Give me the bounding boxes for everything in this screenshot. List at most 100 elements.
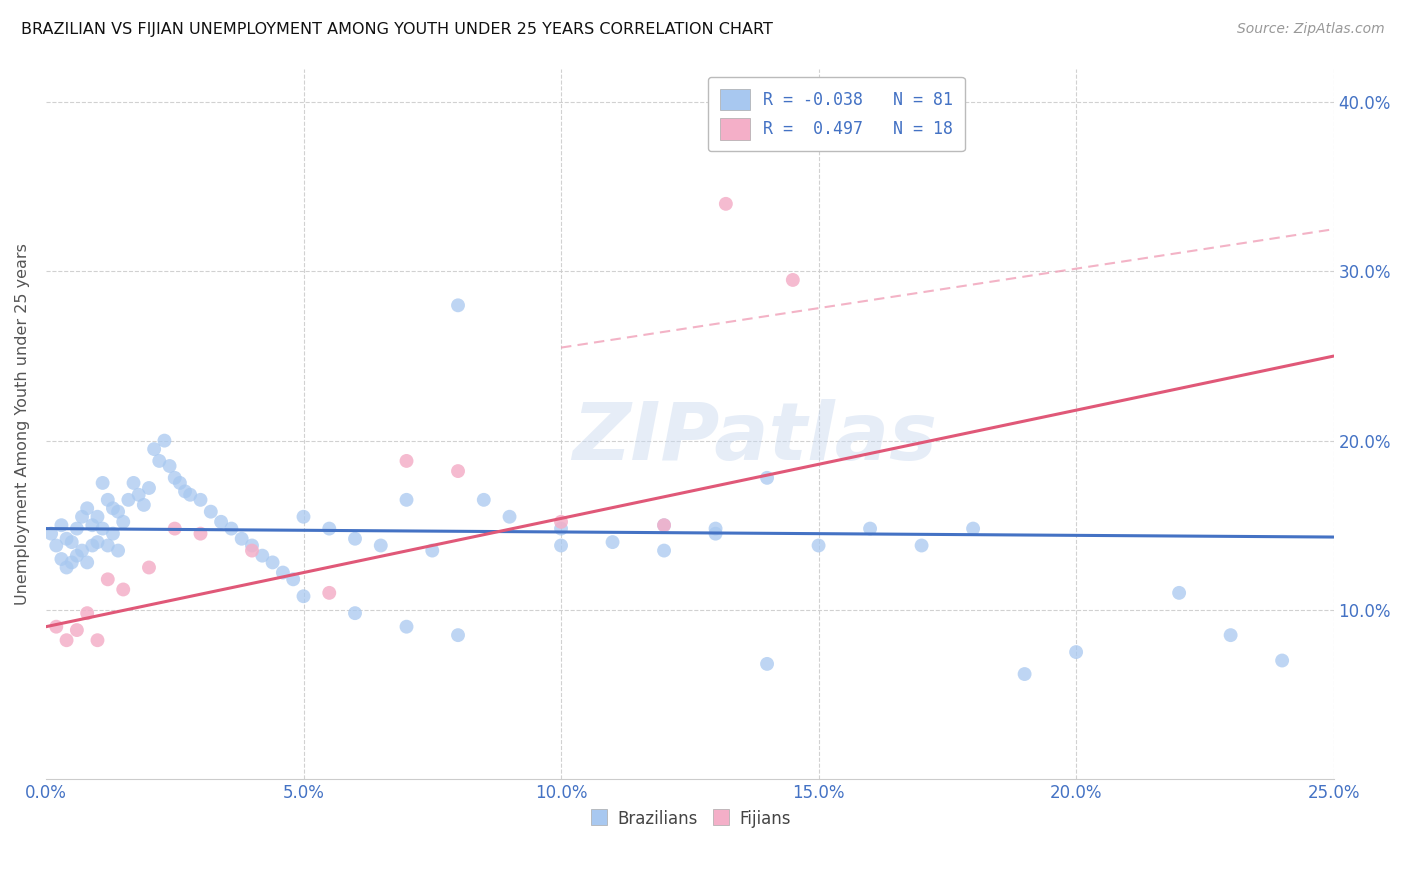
Point (200, 505, 222, 519)
Point (1014, 667, 1036, 681)
Point (756, 657, 779, 671)
Text: BRAZILIAN VS FIJIAN UNEMPLOYMENT AMONG YOUTH UNDER 25 YEARS CORRELATION CHART: BRAZILIAN VS FIJIAN UNEMPLOYMENT AMONG Y… (21, 22, 773, 37)
Point (112, 515, 135, 529)
Point (45, 539, 67, 553)
Point (143, 442, 166, 456)
Point (714, 197, 737, 211)
Point (231, 532, 253, 546)
Point (271, 566, 294, 580)
Point (107, 543, 129, 558)
Point (550, 522, 572, 536)
Legend: Brazilians, Fijians: Brazilians, Fijians (582, 803, 797, 835)
Point (169, 475, 191, 490)
Point (97, 572, 120, 586)
Point (704, 526, 727, 541)
Text: ZIPatlas: ZIPatlas (572, 399, 936, 477)
Point (174, 484, 197, 499)
Point (472, 492, 495, 507)
Point (395, 454, 418, 468)
Point (179, 488, 201, 502)
Point (962, 522, 984, 536)
Point (1064, 645, 1087, 659)
Point (652, 518, 675, 533)
Point (550, 515, 572, 529)
Point (60, 556, 83, 570)
Point (447, 298, 470, 312)
Point (859, 522, 882, 536)
Point (122, 475, 145, 490)
Point (70, 543, 93, 558)
Point (55, 532, 77, 546)
Point (86, 535, 108, 549)
Point (91, 475, 114, 490)
Point (420, 543, 443, 558)
Point (70, 509, 93, 524)
Point (652, 518, 675, 533)
Point (163, 522, 186, 536)
Point (190, 492, 212, 507)
Point (76, 501, 98, 516)
Point (107, 505, 129, 519)
Point (82, 539, 104, 553)
Point (112, 582, 135, 597)
Point (283, 572, 305, 586)
Point (138, 481, 160, 495)
Point (97, 539, 120, 553)
Point (447, 628, 470, 642)
Point (148, 454, 170, 468)
Point (652, 543, 675, 558)
Point (318, 522, 340, 536)
Point (86, 509, 108, 524)
Point (343, 606, 366, 620)
Point (101, 526, 124, 541)
Point (910, 539, 932, 553)
Point (163, 471, 186, 485)
Point (45, 620, 67, 634)
Point (807, 539, 830, 553)
Point (782, 273, 804, 287)
Point (602, 535, 624, 549)
Point (240, 543, 263, 558)
Point (55, 633, 77, 648)
Y-axis label: Unemployment Among Youth under 25 years: Unemployment Among Youth under 25 years (15, 243, 30, 605)
Point (66, 522, 89, 536)
Point (370, 539, 392, 553)
Point (1271, 653, 1294, 667)
Point (132, 498, 155, 512)
Point (66, 623, 89, 637)
Point (262, 556, 284, 570)
Point (252, 549, 274, 563)
Point (97, 492, 120, 507)
Point (447, 464, 470, 478)
Point (117, 492, 139, 507)
Point (159, 458, 181, 473)
Point (66, 549, 89, 563)
Point (292, 589, 315, 603)
Point (550, 539, 572, 553)
Point (209, 515, 232, 529)
Point (240, 539, 263, 553)
Point (318, 586, 340, 600)
Point (51, 518, 73, 533)
Point (221, 522, 243, 536)
Point (343, 532, 366, 546)
Point (128, 488, 150, 502)
Point (395, 620, 418, 634)
Point (82, 518, 104, 533)
Point (395, 492, 418, 507)
Point (756, 471, 779, 485)
Point (76, 556, 98, 570)
Point (91, 522, 114, 536)
Point (190, 526, 212, 541)
Point (153, 434, 176, 448)
Point (55, 560, 77, 574)
Point (101, 501, 124, 516)
Point (86, 633, 108, 648)
Point (498, 509, 520, 524)
Point (39, 526, 62, 541)
Text: Source: ZipAtlas.com: Source: ZipAtlas.com (1237, 22, 1385, 37)
Point (76, 606, 98, 620)
Point (51, 552, 73, 566)
Point (60, 535, 83, 549)
Point (292, 509, 315, 524)
